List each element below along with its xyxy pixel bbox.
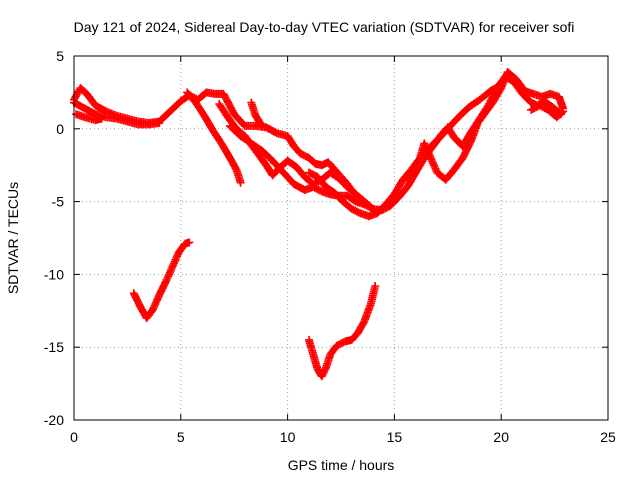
marker-path <box>183 88 245 187</box>
marker-path <box>72 110 106 125</box>
chart-title: Day 121 of 2024, Sidereal Day-to-day VTE… <box>74 19 575 35</box>
x-tick-label: 0 <box>70 429 78 445</box>
x-axis-label: GPS time / hours <box>288 457 395 473</box>
marker-path <box>305 282 380 381</box>
series-track-j <box>527 101 568 122</box>
series-track-d <box>183 88 245 187</box>
x-tick-label: 15 <box>387 429 403 445</box>
series-track-g <box>247 98 266 130</box>
series-track-l <box>305 282 380 381</box>
x-tick-label: 10 <box>280 429 296 445</box>
y-tick-label: 0 <box>56 121 64 137</box>
x-tick-label: 5 <box>177 429 185 445</box>
y-tick-label: -5 <box>52 194 65 210</box>
y-axis-label: SDTVAR / TECUs <box>5 182 21 294</box>
series-track-k <box>129 238 194 323</box>
plot-frame <box>73 55 609 421</box>
marker-path <box>247 98 266 130</box>
marker-path <box>527 101 568 122</box>
series-track-c <box>72 110 106 125</box>
x-tick-label: 20 <box>493 429 509 445</box>
ticks: 0 5 10 15 20 25 -20 -15 -10 -5 0 5 <box>44 48 616 445</box>
y-tick-label: -10 <box>44 266 64 282</box>
y-tick-label: -15 <box>44 339 64 355</box>
series-track-i <box>403 81 506 184</box>
marker-path <box>129 238 194 323</box>
y-tick-label: -20 <box>44 412 64 428</box>
data-points <box>70 68 568 381</box>
marker-path <box>403 81 506 184</box>
y-tick-label: 5 <box>56 48 64 64</box>
x-tick-label: 25 <box>600 429 616 445</box>
grid <box>74 56 608 420</box>
